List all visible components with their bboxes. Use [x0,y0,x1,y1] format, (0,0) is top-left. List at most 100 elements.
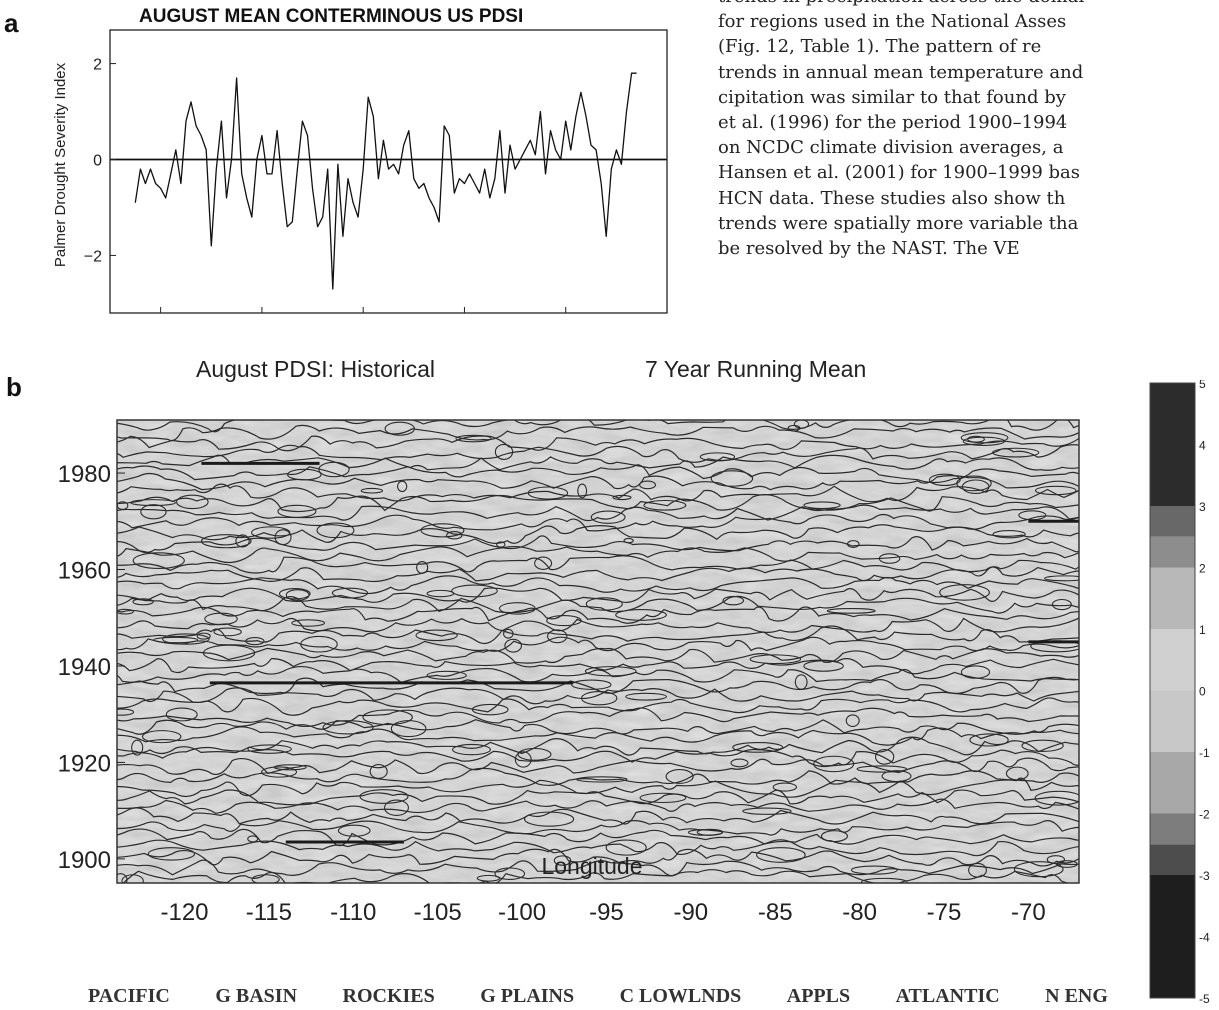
contour-blob [856,765,908,773]
contour-blob [132,552,185,570]
contour-blob [961,479,990,494]
contour-blob [117,873,128,883]
contour-blob [928,473,961,487]
y-tick-label: 1960 [58,558,111,585]
contour-line [117,828,1079,847]
contour-blob [553,855,572,866]
contour-blob [1018,510,1047,521]
contour-line [117,665,1079,684]
x-tick-label: -85 [758,899,793,926]
contour-line [117,777,1079,798]
contour-blob [962,436,1005,446]
body-text-line: cipitation was similar to that found by [718,86,1066,108]
contour-blob [584,666,637,677]
contour-blob [247,835,259,843]
contour-line [117,848,1079,867]
region-label: PACIFIC [88,985,170,1007]
contour-blob [416,560,429,574]
pdsi-line-chart: Palmer Drought Severity Index 1900192019… [52,29,668,314]
contour-blob [845,714,860,727]
colorbar-tick-label: 4 [1199,439,1206,453]
colorbar-band [1150,844,1195,875]
region-label: N ENG [1045,985,1108,1007]
contour-blob [967,435,985,443]
colorbar-band [1150,536,1195,568]
contour-blob [147,847,196,861]
colorbar-tick-label: -3 [1199,869,1210,883]
contour-blob [451,584,498,598]
contour-blob [204,612,238,626]
contour-line [117,726,1079,746]
contour-line [117,839,1079,857]
contour-blob [494,443,514,460]
contour-blob [813,755,855,773]
y-tick-label: 0 [93,153,102,170]
contour-blob [278,588,311,600]
contour-blob [316,522,355,539]
y-tick-label: 1900 [58,847,111,874]
contour-blob [117,608,134,615]
contour-line [117,859,1079,877]
contour-line [117,575,1079,595]
colorbar-frame [1149,382,1196,999]
contour-line [117,707,1079,728]
contour-blob [514,751,532,768]
contour-blob [503,628,514,639]
contour-blob [121,874,144,883]
body-text-line: et al. (1996) for the period 1900–1994 [718,112,1068,134]
contour-line [117,820,1079,836]
colorbar-band [1150,813,1195,845]
body-text-line: for regions used in the National Asses [718,11,1067,33]
y-tick-label: −2 [84,248,102,265]
contour-blob [287,468,322,481]
contour-blob [732,741,784,753]
heatmap-subtitle: 7 Year Running Mean [645,356,867,382]
heatmap-title: August PDSI: Historical [196,356,436,382]
colorbar-tick-label: 5 [1199,380,1206,391]
contour-blob [196,632,211,640]
contour-line [117,767,1079,787]
contour-line [117,687,1079,705]
contour-line [117,555,1079,574]
contour-blob [504,638,522,653]
contour-blob [615,609,667,621]
contour-blob [1021,739,1064,752]
contour-blob [384,421,415,436]
y-axis-label: Palmer Drought Severity Index [52,62,69,267]
contour-line [117,420,1079,433]
contour-blob [968,862,987,878]
contour-blob [496,541,506,548]
contour-blob [881,770,912,783]
body-text-line: trends in annual mean temperature and [718,61,1084,83]
colorbar-band [1150,383,1195,506]
x-tick-label: -100 [498,899,546,926]
contour-blob [875,748,895,765]
colorbar-tick-label: -5 [1199,992,1210,1006]
body-text-line: trends in precipitation across the domai [718,0,1219,9]
contour-blob [639,792,687,804]
contour-blob [1005,766,1029,781]
contour-blob [369,763,388,779]
contour-blob [274,529,292,546]
contour-blob [1034,790,1079,806]
contour-blob [420,523,465,538]
contour-blob [803,501,841,510]
contour-line [117,869,1071,883]
contour-blob [130,499,177,507]
x-tick-label: -115 [246,899,292,926]
contour-line [117,595,1079,614]
contour-blob [318,461,350,478]
contour-line [117,566,1079,583]
contour-blob [300,635,338,653]
contour-line [117,625,1079,645]
region-label: G BASIN [215,985,298,1007]
body-text-line: be resolved by the NAST. The VE [718,238,1020,260]
contour-blob [612,494,632,501]
contour-line [117,807,1079,825]
contour-blob [710,470,754,487]
contour-blob [245,637,265,646]
contour-blob [534,556,553,570]
region-labels: PACIFIC G BASIN ROCKIES G PLAINS C LOWLN… [88,985,1108,1008]
contour-line [117,757,1079,775]
contour-blob [1044,575,1079,582]
